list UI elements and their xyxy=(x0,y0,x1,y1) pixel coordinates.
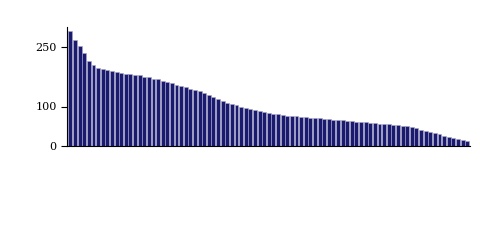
Bar xyxy=(465,142,469,146)
Bar xyxy=(267,113,271,146)
Bar xyxy=(308,118,312,146)
Bar xyxy=(368,123,372,146)
Bar xyxy=(101,69,105,146)
Bar xyxy=(248,109,252,146)
Bar xyxy=(129,74,132,146)
Bar xyxy=(396,125,400,146)
Bar xyxy=(142,77,146,146)
Bar xyxy=(262,112,266,146)
Bar xyxy=(272,114,276,146)
Bar xyxy=(438,134,442,146)
Bar xyxy=(198,91,202,146)
Bar xyxy=(442,135,446,146)
Bar xyxy=(364,122,368,146)
Bar xyxy=(359,122,363,146)
Bar xyxy=(281,115,285,146)
Bar xyxy=(225,103,229,146)
Bar xyxy=(456,139,460,146)
Bar xyxy=(106,70,109,146)
Bar xyxy=(96,68,100,146)
Bar xyxy=(235,105,239,146)
Bar xyxy=(299,117,303,146)
Bar xyxy=(414,128,419,146)
Bar xyxy=(378,124,382,146)
Bar xyxy=(78,46,82,146)
Bar xyxy=(382,124,386,146)
Bar xyxy=(189,89,192,146)
Bar xyxy=(92,65,96,146)
Bar xyxy=(170,83,174,146)
Bar xyxy=(355,122,359,146)
Bar xyxy=(451,138,456,146)
Bar xyxy=(327,119,331,146)
Bar xyxy=(290,116,294,146)
Bar xyxy=(331,120,336,146)
Bar xyxy=(313,118,317,146)
Bar xyxy=(221,101,225,146)
Bar xyxy=(73,40,77,146)
Bar xyxy=(216,99,220,146)
Bar xyxy=(345,121,349,146)
Bar xyxy=(133,75,137,146)
Bar xyxy=(239,106,243,146)
Bar xyxy=(341,120,345,146)
Bar xyxy=(387,124,391,146)
Bar xyxy=(179,86,183,146)
Bar xyxy=(253,110,257,146)
Bar xyxy=(110,71,114,146)
Bar xyxy=(391,125,396,146)
Bar xyxy=(165,82,169,146)
Bar xyxy=(156,79,160,146)
Bar xyxy=(147,77,151,146)
Bar xyxy=(419,130,423,146)
Bar xyxy=(230,104,234,146)
Bar xyxy=(461,140,465,146)
Bar xyxy=(405,126,409,146)
Bar xyxy=(322,119,326,146)
Bar xyxy=(428,132,432,146)
Bar xyxy=(207,95,211,146)
Bar xyxy=(350,121,354,146)
Bar xyxy=(124,74,128,146)
Bar xyxy=(304,117,308,146)
Bar xyxy=(202,93,206,146)
Bar xyxy=(373,123,377,146)
Bar xyxy=(82,53,86,146)
Bar xyxy=(212,97,216,146)
Bar xyxy=(258,111,262,146)
Bar xyxy=(184,88,188,146)
Bar xyxy=(193,90,197,146)
Bar xyxy=(152,79,156,146)
Bar xyxy=(285,116,289,146)
Bar xyxy=(433,133,437,146)
Bar xyxy=(119,73,123,146)
Bar xyxy=(295,117,299,146)
Bar xyxy=(410,127,414,146)
Bar xyxy=(115,72,119,146)
Bar xyxy=(401,126,405,146)
Bar xyxy=(175,85,179,146)
Bar xyxy=(447,137,451,146)
Bar xyxy=(244,108,248,146)
Bar xyxy=(87,61,91,146)
Bar xyxy=(161,81,165,146)
Bar xyxy=(336,120,340,146)
Bar xyxy=(138,76,142,146)
Bar xyxy=(69,31,72,146)
Bar xyxy=(318,118,322,146)
Bar xyxy=(276,115,280,146)
Bar xyxy=(424,131,428,146)
